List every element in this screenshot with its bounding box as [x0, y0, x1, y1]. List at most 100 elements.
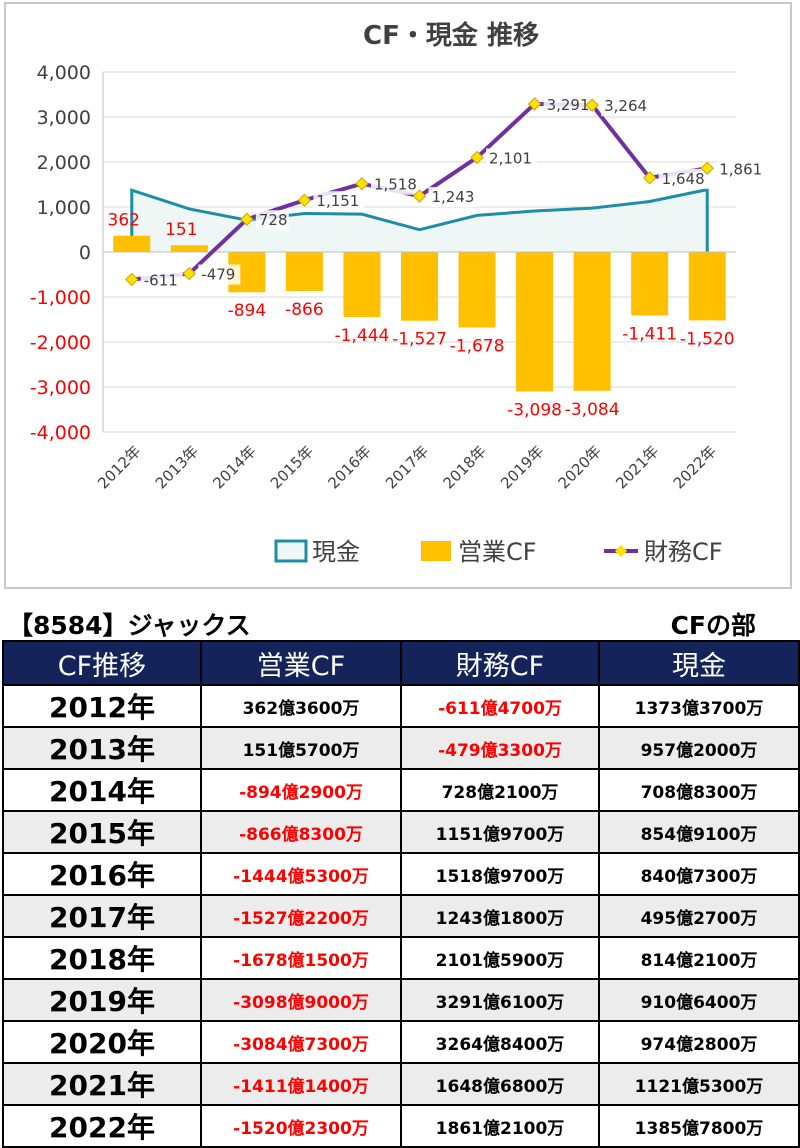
operating-cf-cell: -894億2900万 [200, 768, 402, 812]
x-tick-label: 2015年 [267, 442, 317, 492]
financing-cf-marker [700, 161, 714, 175]
operating-cf-cell: 362億3600万 [200, 684, 402, 728]
financing-cf-marker [240, 212, 254, 226]
cash-cell: 854億9100万 [598, 810, 800, 854]
year-cell: 2015年 [2, 810, 202, 854]
table-row: 2022年 -1520億2300万 1861億2100万 1385億7800万 [2, 1104, 800, 1148]
financing-cf-label: 2,101 [489, 149, 532, 167]
financing-cf-label-bg [255, 210, 289, 231]
y-tick-label: -2,000 [30, 332, 91, 354]
operating-cf-label: -1,678 [450, 337, 505, 357]
financing-cf-label-bg [370, 174, 422, 195]
table-row: 2020年 -3084億7300万 3264億8400万 974億2800万 [2, 1020, 800, 1064]
financing-cf-label-bg [140, 270, 183, 291]
cash-cell: 495億2700万 [598, 894, 800, 938]
cash-cell: 974億2800万 [598, 1020, 800, 1064]
y-tick-label: 4,000 [37, 62, 91, 84]
operating-cf-bar [343, 252, 381, 317]
table-row: 2015年 -866億8300万 1151億9700万 854億9100万 [2, 810, 800, 854]
x-tick-label: 2022年 [670, 442, 720, 492]
cf-table: CF推移 営業CF 財務CF 現金 2012年 362億3600万 -611億470… [2, 640, 800, 1148]
year-cell: 2014年 [2, 768, 202, 812]
operating-cf-bar [401, 252, 438, 321]
operating-cf-cell: -1527億2200万 [200, 894, 402, 938]
table-row: 2016年 -1444億5300万 1518億9700万 840億7300万 [2, 852, 800, 896]
section-title: CFの部 [670, 611, 756, 640]
x-tick-label: 2014年 [209, 442, 259, 492]
operating-cf-label: -1,444 [335, 326, 390, 346]
financing-cf-label: 1,151 [316, 192, 359, 210]
financing-cf-marker [470, 150, 484, 165]
operating-cf-bar [458, 252, 496, 328]
x-tick-label: 2017年 [382, 442, 432, 492]
cash-area-line [130, 187, 709, 252]
year-cell: 2012年 [2, 684, 202, 728]
operating-cf-bar [113, 235, 151, 252]
column-header-operating-cf: 営業CF [200, 640, 402, 686]
table-row: 2017年 -1527億2200万 1243億1800万 495億2700万 [2, 894, 800, 938]
column-header-period: CF推移 [2, 640, 202, 686]
operating-cf-cell: 151億5700万 [200, 726, 402, 770]
financing-cf-label-bg [601, 96, 653, 117]
financing-cf-label-bg [198, 264, 241, 285]
operating-cf-cell: -1411億1400万 [200, 1062, 402, 1106]
cash-cell: 1373億3700万 [598, 684, 800, 728]
y-tick-label: 1,000 [37, 197, 91, 219]
operating-cf-cell: -866億8300万 [200, 810, 402, 854]
y-tick-label: 2,000 [37, 152, 91, 174]
financing-cf-label-bg [658, 168, 710, 189]
table-row: 2019年 -3098億9000万 3291億6100万 910億6400万 [2, 978, 800, 1022]
operating-cf-bar [285, 252, 323, 291]
financing-cf-label: 728 [259, 211, 288, 229]
x-tick-label: 2020年 [555, 442, 605, 492]
financing-cf-marker [642, 171, 657, 185]
financing-cf-label-bg [543, 94, 595, 115]
cf-cash-chart: CF・現金 推移 4,000 3,000 2,000 1,000 0 -1,000 -2,00… [30, 20, 768, 566]
y-tick-label: -4,000 [30, 422, 91, 444]
legend-cash-label: 現金 [312, 538, 360, 566]
year-cell: 2020年 [2, 1020, 202, 1064]
operating-cf-cell: -3098億9000万 [200, 978, 402, 1022]
x-tick-label: 2016年 [324, 442, 374, 492]
year-cell: 2018年 [2, 936, 202, 980]
operating-cf-cell: -3084億7300万 [200, 1020, 402, 1064]
cash-cell: 708億8300万 [598, 768, 800, 812]
financing-cf-label: 1,243 [432, 188, 475, 206]
financing-cf-label: 1,861 [719, 160, 762, 178]
financing-cf-label: 1,518 [374, 176, 417, 194]
financing-cf-marker [412, 189, 427, 203]
column-header-financing-cf: 財務CF [400, 640, 600, 686]
financing-cf-cell: 1151億9700万 [400, 810, 600, 854]
operating-cf-bar [170, 245, 208, 252]
financing-cf-cell: 1243億1800万 [400, 894, 600, 938]
cash-cell: 1121億5300万 [598, 1062, 800, 1106]
x-tick-label: 2013年 [152, 442, 202, 492]
x-tick-label: 2019年 [497, 442, 547, 492]
legend-financing-cf-label: 財務CF [644, 538, 723, 566]
financing-cf-label: -479 [201, 266, 235, 284]
operating-cf-label: -1,527 [392, 330, 447, 350]
chart-title: CF・現金 推移 [363, 20, 539, 51]
y-tick-label: -1,000 [30, 287, 91, 309]
financing-cf-cell: 1518億9700万 [400, 852, 600, 896]
operating-cf-label: -3,084 [565, 400, 620, 420]
operating-cf-label: -866 [285, 300, 324, 320]
cash-cell: 840億7300万 [598, 852, 800, 896]
operating-cf-cell: -1520億2300万 [200, 1104, 402, 1148]
operating-cf-cell: -1678億1500万 [200, 936, 402, 980]
table-row: 2013年 151億5700万 -479億3300万 957億2000万 [2, 726, 800, 770]
operating-cf-label: -1,520 [680, 329, 735, 349]
table-row: 2018年 -1678億1500万 2101億5900万 814億2100万 [2, 936, 800, 980]
financing-cf-cell: 2101億5900万 [400, 936, 600, 980]
year-cell: 2022年 [2, 1104, 202, 1148]
operating-cf-bar [688, 252, 726, 321]
year-cell: 2016年 [2, 852, 202, 896]
financing-cf-label: 3,291 [547, 96, 590, 114]
table-row: 2014年 -894億2900万 728億2100万 708億8300万 [2, 768, 800, 812]
year-cell: 2017年 [2, 894, 202, 938]
cash-area-fill [131, 189, 708, 252]
financing-cf-label: 3,264 [604, 97, 647, 115]
operating-cf-label: -3,098 [507, 400, 562, 420]
column-header-cash: 現金 [598, 640, 800, 686]
y-tick-label: -3,000 [30, 377, 91, 399]
